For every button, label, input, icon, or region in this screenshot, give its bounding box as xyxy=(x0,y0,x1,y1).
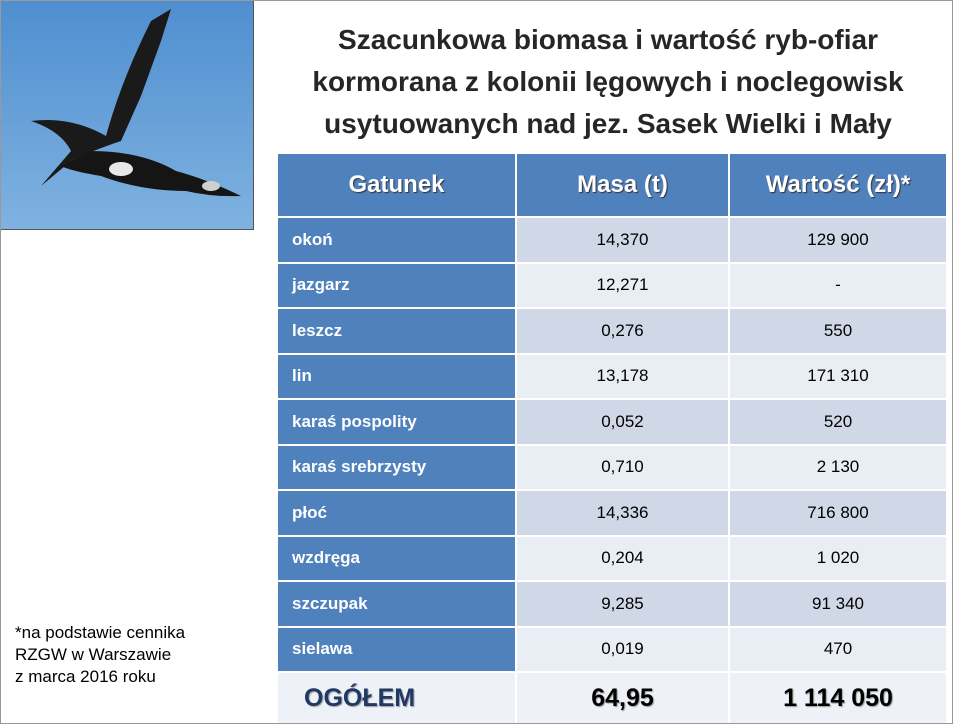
value-cell: 0,710 xyxy=(517,445,728,489)
value-cell: 91 340 xyxy=(730,582,946,626)
value-cell: 0,052 xyxy=(517,400,728,444)
footnote-line: *na podstawie cennika xyxy=(15,623,186,642)
value-cell: 129 900 xyxy=(730,218,946,262)
title-line: Szacunkowa biomasa i wartość ryb-ofiar xyxy=(338,24,878,55)
value-cell: 0,204 xyxy=(517,536,728,580)
species-cell: leszcz xyxy=(278,309,515,353)
header-cell: Gatunek xyxy=(278,154,515,216)
value-cell: 9,285 xyxy=(517,582,728,626)
value-cell: 0,019 xyxy=(517,627,728,671)
value-cell: 14,336 xyxy=(517,491,728,535)
footnote-line: RZGW w Warszawie xyxy=(15,645,172,664)
footnote: *na podstawie cennika RZGW w Warszawie z m… xyxy=(15,622,185,688)
value-cell: 171 310 xyxy=(730,354,946,398)
title-line: kormorana z kolonii lęgowych i noclegowi… xyxy=(312,66,904,97)
species-cell: lin xyxy=(278,354,515,398)
species-cell: płoć xyxy=(278,491,515,535)
value-cell: 2 130 xyxy=(730,445,946,489)
species-cell: szczupak xyxy=(278,582,515,626)
total-cell: 1 114 050 xyxy=(730,673,946,723)
value-cell: 12,271 xyxy=(517,263,728,307)
table: Gatunek Masa (t) Wartość (zł)* okoń 14,370 12… xyxy=(278,154,946,723)
header-cell: Wartość (zł)* xyxy=(730,154,946,216)
value-cell: 470 xyxy=(730,627,946,671)
total-cell: OGÓŁEM xyxy=(278,673,515,723)
species-cell: wzdręga xyxy=(278,536,515,580)
cormorant-photo xyxy=(1,1,254,230)
value-cell: 1 020 xyxy=(730,536,946,580)
value-cell: - xyxy=(730,263,946,307)
value-cell: 550 xyxy=(730,309,946,353)
title: Szacunkowa biomasa i wartość ryb-ofiar ko… xyxy=(263,19,953,145)
header-cell: Masa (t) xyxy=(517,154,728,216)
value-cell: 13,178 xyxy=(517,354,728,398)
footnote-line: z marca 2016 roku xyxy=(15,667,156,686)
species-cell: karaś pospolity xyxy=(278,400,515,444)
value-cell: 520 xyxy=(730,400,946,444)
value-cell: 716 800 xyxy=(730,491,946,535)
species-cell: okoń xyxy=(278,218,515,262)
value-cell: 14,370 xyxy=(517,218,728,262)
value-cell: 0,276 xyxy=(517,309,728,353)
species-cell: karaś srebrzysty xyxy=(278,445,515,489)
species-cell: jazgarz xyxy=(278,263,515,307)
title-line: usytuowanych nad jez. Sasek Wielki i Mał… xyxy=(324,108,892,139)
total-cell: 64,95 xyxy=(517,673,728,723)
species-cell: sielawa xyxy=(278,627,515,671)
